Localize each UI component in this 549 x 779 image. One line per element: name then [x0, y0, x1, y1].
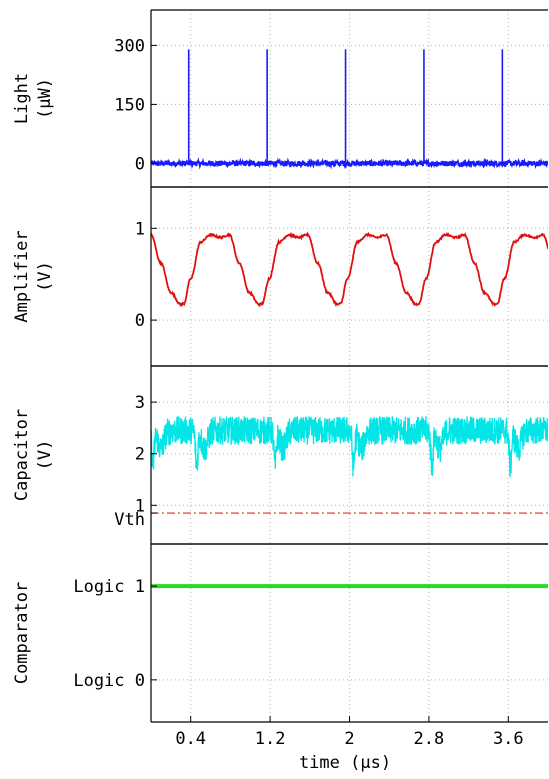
y-axis-unit: (V) [35, 261, 55, 292]
y-tick-label-vth: Vth [114, 510, 145, 530]
x-tick-label: 2.8 [414, 729, 445, 749]
x-tick-label: 0.4 [175, 729, 206, 749]
series-line [151, 415, 548, 478]
plot-area-light [151, 49, 548, 170]
x-tick-label: 1.2 [255, 729, 286, 749]
y-tick-label: 0 [135, 311, 145, 331]
y-axis-label: Amplifier [12, 230, 32, 322]
y-tick-label: 1 [135, 496, 145, 516]
plot-area-capacitor [151, 415, 548, 514]
y-tick-label: 0 [135, 154, 145, 174]
y-axis-unit: (µW) [35, 78, 55, 119]
panel-light: 0 150 300 Light (µW) [12, 9, 548, 188]
series-line [151, 157, 548, 170]
y-tick-label: Logic 1 [73, 577, 145, 597]
series-line [151, 231, 548, 308]
x-tick-label: 2 [344, 729, 354, 749]
y-axis-unit: (V) [35, 440, 55, 471]
x-axis-label: time (µs) [299, 753, 391, 773]
y-axis-label: Comparator [12, 582, 32, 684]
y-tick-label: 3 [135, 393, 145, 413]
panel-amplifier: 0 1 Amplifier (V) [12, 186, 548, 367]
y-tick-label: 300 [114, 36, 145, 56]
y-axis-label: Capacitor [12, 409, 32, 501]
x-tick-label: 3.6 [493, 729, 524, 749]
y-tick-label: 2 [135, 445, 145, 465]
panel-comparator: Logic 0 Logic 1 Comparator [12, 543, 548, 723]
y-axis-label: Light [12, 73, 32, 124]
y-tick-label: 1 [135, 219, 145, 239]
y-tick-label: 150 [114, 95, 145, 115]
panel-capacitor: 1 2 3 Vth Capacitor (V) [12, 365, 548, 545]
plot-area-amplifier [151, 231, 548, 308]
y-tick-label: Logic 0 [73, 671, 145, 691]
